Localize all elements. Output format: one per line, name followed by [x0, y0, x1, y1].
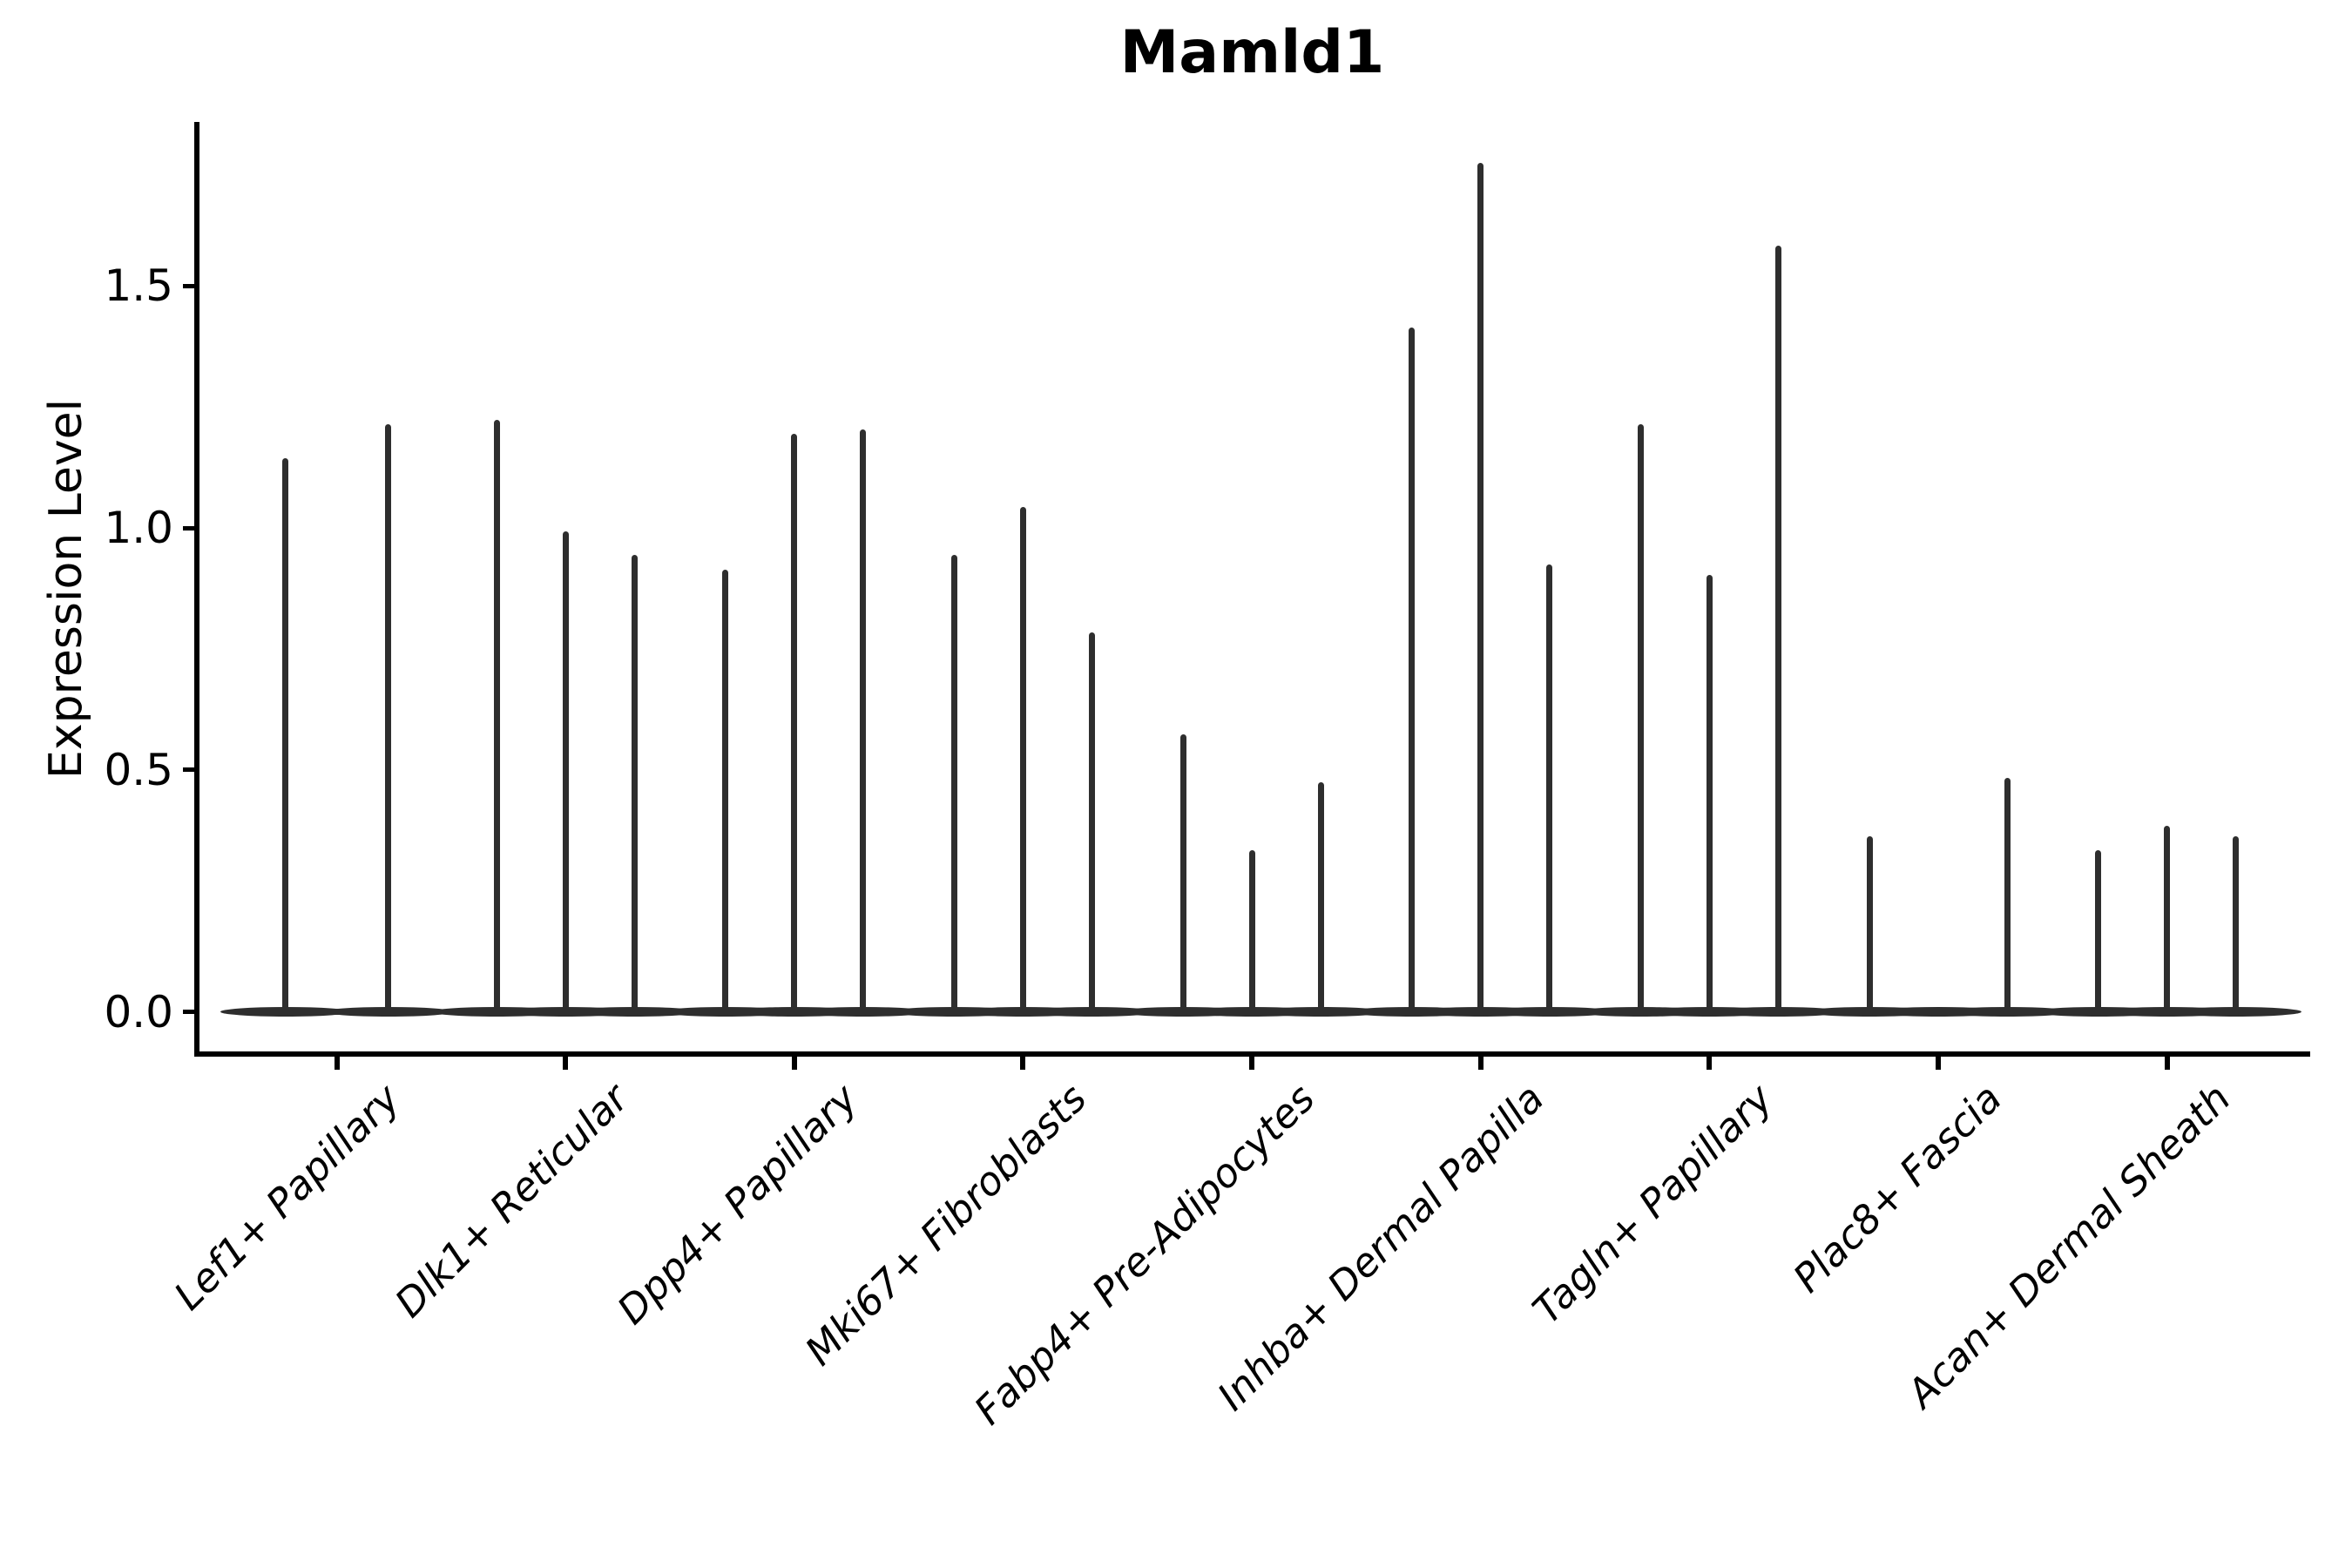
violin-spike	[722, 569, 729, 1016]
violin-spike	[1637, 424, 1644, 1016]
y-tick	[183, 525, 194, 531]
y-tick-label: 0.0	[104, 986, 173, 1037]
y-tick-label: 1.0	[104, 503, 173, 553]
x-tick	[1020, 1057, 1026, 1070]
violin-spike	[1248, 850, 1255, 1016]
x-tick	[563, 1057, 569, 1070]
chart-title: Mamld1	[1119, 18, 1385, 87]
y-axis-spine	[194, 122, 199, 1057]
violin-spike	[1179, 733, 1186, 1016]
violin-spike	[493, 419, 500, 1016]
x-tick-label: Tagln+ Papillary	[1524, 1075, 1782, 1334]
violin-spike	[1409, 328, 1416, 1016]
violin-spike	[2095, 850, 2102, 1016]
violin-spike	[631, 555, 638, 1016]
y-tick-label: 1.5	[104, 260, 173, 312]
violin-spike	[1546, 564, 1553, 1016]
violin-spike	[1706, 574, 1713, 1016]
violin-spike	[2233, 835, 2240, 1016]
x-tick-label: Dpp4+ Papillary	[608, 1075, 867, 1334]
violin-body	[1873, 1007, 2004, 1017]
x-tick	[1477, 1057, 1484, 1070]
x-tick	[334, 1057, 340, 1070]
violin-spike	[1866, 835, 1873, 1016]
violin-spike	[282, 458, 288, 1016]
y-tick	[183, 767, 194, 773]
x-tick-label: Lef1+ Papillary	[165, 1075, 409, 1319]
y-tick	[183, 283, 194, 288]
y-tick-label: 0.5	[104, 744, 173, 795]
x-tick	[1249, 1057, 1255, 1070]
violin-spike	[791, 434, 798, 1016]
violin-spike	[1317, 782, 1324, 1016]
y-tick	[183, 1010, 194, 1014]
x-tick	[1707, 1057, 1713, 1070]
violin-spike	[860, 429, 867, 1016]
violin-spike	[2164, 826, 2171, 1016]
violin-spike	[562, 531, 569, 1016]
x-tick	[2164, 1057, 2170, 1070]
violin-spike	[1774, 245, 1781, 1016]
violin-spike	[385, 424, 391, 1016]
violin-spike	[2004, 777, 2011, 1016]
x-axis-spine	[194, 1051, 2310, 1057]
violin-spike	[1477, 163, 1484, 1016]
violin-spike	[1019, 506, 1026, 1016]
x-tick-label: Dlk1+ Reticular	[386, 1075, 638, 1327]
y-axis-label: Expression Level	[40, 398, 92, 780]
x-tick	[791, 1057, 797, 1070]
violin-spike	[1088, 632, 1095, 1016]
violin-spike	[950, 555, 957, 1016]
x-tick-label: Plac8+ Fascia	[1783, 1075, 2011, 1301]
x-tick	[1936, 1057, 1942, 1070]
